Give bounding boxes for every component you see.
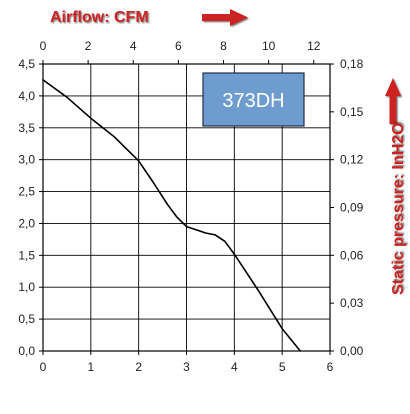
y-left-tick-label: 1,5 — [18, 248, 35, 262]
model-badge: 373DH — [202, 72, 305, 127]
x-bottom-tick-label: 6 — [327, 360, 334, 374]
y-right-tick-label: 0,00 — [340, 344, 364, 358]
series-line — [42, 79, 302, 352]
y-right-tick-label: 0,09 — [340, 201, 364, 215]
y-left-tick-label: 3,5 — [18, 121, 35, 135]
y-right-tick-label: 0,12 — [340, 153, 364, 167]
model-badge-label: 373DH — [222, 90, 284, 112]
y-right-tick-label: 0,03 — [340, 296, 364, 310]
y-left-tick-label: 0,0 — [18, 344, 35, 358]
y-left-axis: 0,0 0,5 1,0 1,5 2,0 2,5 3,0 3,5 4,0 4,5 — [18, 57, 43, 358]
x-bottom-tick-label: 0 — [40, 360, 47, 374]
right-axis-label: Static pressure: InH2O — [390, 123, 407, 296]
y-left-tick-label: 2,0 — [18, 216, 35, 230]
y-left-tick-label: 4,0 — [18, 89, 35, 103]
title-arrow-right-icon — [202, 9, 248, 26]
x-bottom-tick-label: 4 — [231, 360, 238, 374]
y-left-tick-label: 0,5 — [18, 312, 35, 326]
y-left-tick-label: 1,0 — [18, 280, 35, 294]
y-right-tick-label: 0,06 — [340, 248, 364, 262]
x-bottom-tick-label: 3 — [183, 360, 190, 374]
x-bottom-axis: 0 1 2 3 4 5 6 — [40, 351, 334, 374]
x-top-tick-label: 4 — [130, 39, 137, 53]
x-top-tick-label: 2 — [85, 39, 92, 53]
series-layer — [42, 79, 302, 352]
x-bottom-tick-label: 5 — [279, 360, 286, 374]
x-top-tick-label: 0 — [40, 39, 47, 53]
y-left-tick-label: 2,5 — [18, 185, 35, 199]
x-top-tick-label: 8 — [220, 39, 227, 53]
x-top-tick-label: 10 — [262, 39, 276, 53]
y-right-axis: 0,00 0,03 0,06 0,09 0,12 0,15 0,18 — [330, 57, 364, 358]
right-arrow-up-icon — [385, 78, 401, 124]
x-top-tick-label: 6 — [175, 39, 182, 53]
x-bottom-tick-label: 2 — [135, 360, 142, 374]
chart-title: Airflow: CFM — [50, 9, 149, 26]
y-right-tick-label: 0,18 — [340, 57, 364, 71]
y-left-tick-label: 4,5 — [18, 57, 35, 71]
y-left-tick-label: 3,0 — [18, 153, 35, 167]
x-top-axis: 0 2 4 6 8 10 12 — [40, 39, 321, 64]
y-right-tick-label: 0,15 — [340, 105, 364, 119]
x-bottom-tick-label: 1 — [87, 360, 94, 374]
x-top-tick-label: 12 — [307, 39, 321, 53]
